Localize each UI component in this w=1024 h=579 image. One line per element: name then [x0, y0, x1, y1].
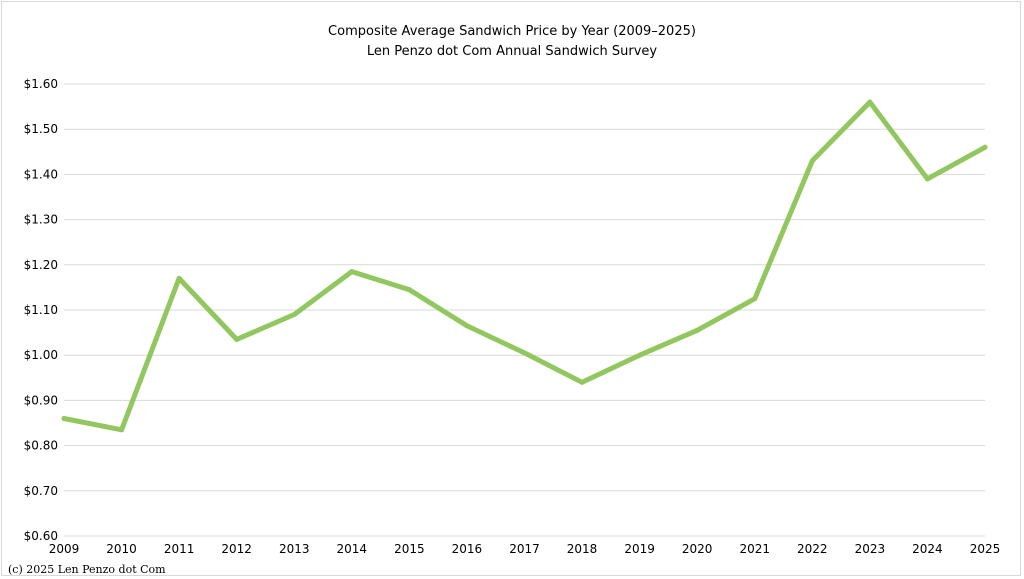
x-tick-label: 2024 [912, 542, 943, 556]
x-tick-label: 2019 [624, 542, 655, 556]
x-tick-label: 2009 [49, 542, 80, 556]
data-point [176, 275, 182, 281]
x-tick-label: 2022 [797, 542, 828, 556]
y-axis-tick-labels: $0.60 $0.70 $0.80 $0.90 $1.00 $1.10 $1.20 $1.30… [24, 77, 58, 543]
data-point [522, 350, 527, 356]
x-tick-label: 2016 [452, 542, 483, 556]
x-axis-tick-labels: 2009 2010 2011 2012 2013 2014 2015 2016 2017 2018… [49, 542, 1001, 556]
y-tick-label: $1.20 [24, 258, 58, 272]
y-tick-label: $0.90 [24, 393, 58, 407]
data-point [694, 327, 700, 333]
data-point [982, 144, 988, 150]
data-point [349, 269, 355, 275]
data-point [234, 336, 240, 342]
y-tick-label: $1.50 [24, 122, 58, 136]
data-point [406, 287, 412, 293]
y-tick-label: $1.00 [24, 348, 58, 362]
y-tick-label: $1.30 [24, 213, 58, 227]
data-point [61, 415, 67, 421]
y-tick-label: $0.80 [24, 439, 58, 453]
y-tick-label: $1.60 [24, 77, 58, 91]
data-point [579, 379, 585, 385]
data-point [752, 296, 758, 302]
y-tick-label: $1.40 [24, 167, 58, 181]
y-tick-label: $0.70 [24, 484, 58, 498]
chart-subtitle: Len Penzo dot Com Annual Sandwich Survey [366, 44, 658, 59]
x-tick-label: 2011 [164, 542, 195, 556]
x-tick-label: 2015 [394, 542, 425, 556]
x-tick-label: 2017 [509, 542, 540, 556]
data-point [464, 323, 470, 329]
data-point [119, 427, 125, 433]
gridlines [64, 83, 985, 537]
x-tick-label: 2023 [855, 542, 886, 556]
x-tick-label: 2012 [221, 542, 252, 556]
x-tick-label: 2021 [739, 542, 770, 556]
y-tick-label: $1.10 [24, 303, 58, 317]
series-layer [61, 99, 988, 433]
x-tick-label: 2014 [337, 542, 368, 556]
x-tick-label: 2025 [970, 542, 1001, 556]
data-point [924, 176, 930, 182]
series-line [61, 99, 988, 433]
chart-title-block: Composite Average Sandwich Price by Year… [0, 22, 1024, 62]
data-point [809, 158, 815, 164]
data-point [867, 99, 873, 105]
x-tick-label: 2010 [106, 542, 137, 556]
x-tick-label: 2020 [682, 542, 713, 556]
x-tick-label: 2018 [567, 542, 598, 556]
chart-title: Composite Average Sandwich Price by Year… [328, 24, 696, 39]
data-point [637, 352, 643, 358]
data-point [291, 312, 297, 318]
copyright-note: (c) 2025 Len Penzo dot Com [8, 563, 166, 576]
y-tick-label: $0.60 [24, 529, 58, 543]
x-tick-label: 2013 [279, 542, 310, 556]
